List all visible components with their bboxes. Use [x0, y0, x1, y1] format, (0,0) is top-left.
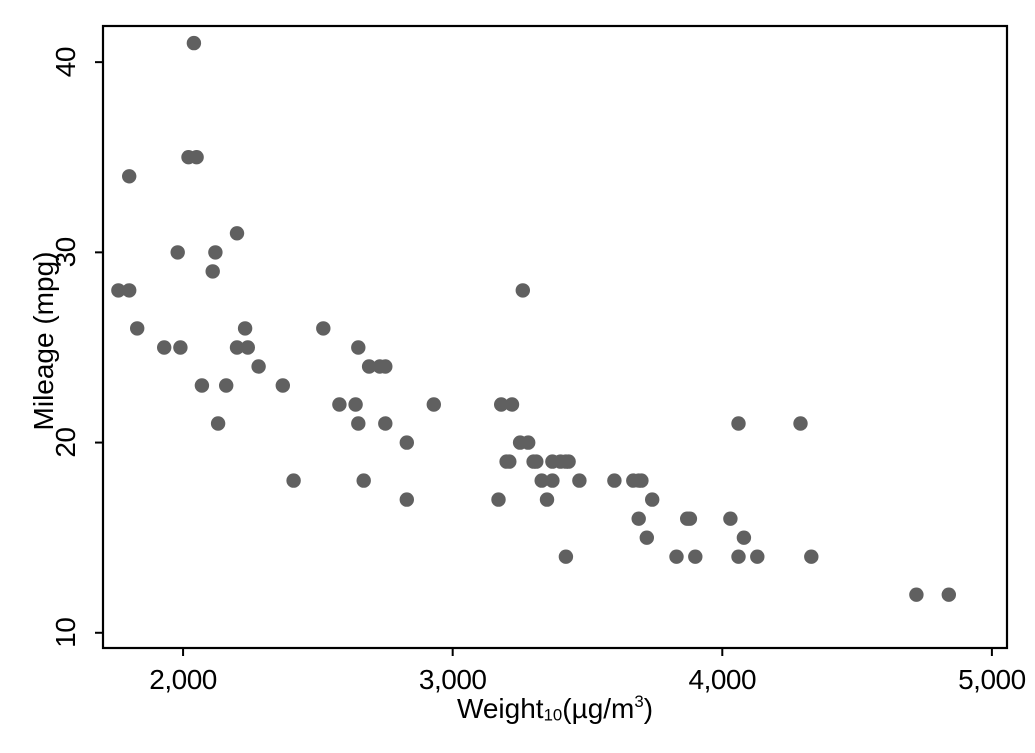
axis-tick-labels: 2,000 3,000 4,000 5,000 10 20 30 40: [50, 47, 1026, 695]
scatter-point: [130, 321, 145, 336]
x-tick-label: 4,000: [689, 664, 757, 695]
scatter-points: [111, 35, 956, 602]
scatter-point: [111, 283, 126, 298]
scatter-point: [186, 35, 202, 51]
scatter-point: [251, 359, 266, 374]
scatter-point: [731, 549, 746, 564]
scatter-point: [372, 359, 388, 374]
scatter-point: [173, 340, 188, 355]
scatter-point: [122, 169, 137, 184]
scatter-point: [688, 549, 703, 564]
axis-ticks: [95, 61, 993, 656]
scatter-point: [731, 416, 746, 431]
scatter-point: [669, 549, 684, 564]
scatter-point: [639, 530, 654, 545]
scatter-point: [399, 492, 414, 507]
scatter-point: [229, 340, 245, 355]
scatter-point: [723, 511, 738, 526]
x-axis-title-units: (µg/m: [562, 692, 635, 724]
scatter-point: [545, 454, 560, 469]
scatter-point: [499, 454, 514, 469]
x-tick-label: 3,000: [419, 664, 487, 695]
y-tick-label: 10: [50, 618, 81, 648]
scatter-point: [539, 492, 555, 507]
y-tick-label: 40: [50, 47, 81, 77]
x-axis-title-close-paren: ): [643, 692, 654, 724]
scatter-point: [504, 397, 520, 412]
scatter-point: [558, 549, 574, 564]
scatter-point: [545, 473, 560, 488]
scatter-point: [208, 245, 223, 260]
scatter-point: [399, 435, 414, 450]
scatter-point: [351, 416, 366, 431]
scatter-point: [909, 587, 924, 602]
scatter-point: [356, 473, 371, 488]
x-axis-title-main: Weight: [456, 692, 544, 724]
scatter-point: [941, 587, 956, 602]
x-tick-label: 2,000: [149, 664, 217, 695]
scatter-point: [275, 378, 290, 393]
scatter-point: [351, 340, 366, 355]
y-tick-label: 20: [50, 427, 81, 457]
scatter-point: [526, 454, 541, 469]
scatter-point: [750, 549, 765, 564]
scatter-point: [680, 511, 695, 526]
scatter-point: [494, 397, 509, 412]
x-axis-title: Weight10(µg/m3): [103, 692, 1007, 725]
scatter-point: [157, 340, 172, 355]
scatter-point: [332, 397, 347, 412]
scatter-point: [122, 283, 137, 298]
scatter-point: [348, 397, 363, 412]
y-axis-title: Mileage (mpg): [28, 251, 59, 431]
scatter-point: [521, 435, 536, 450]
scatter-point: [572, 473, 587, 488]
scatter-point: [194, 378, 210, 393]
x-axis-title-subscript: 10: [543, 705, 563, 725]
scatter-point: [491, 492, 506, 507]
x-tick-label: 5,000: [958, 664, 1026, 695]
scatter-point: [205, 264, 220, 279]
scatter-point: [558, 454, 574, 469]
scatter-point: [607, 473, 622, 488]
scatter-point: [793, 416, 808, 431]
scatter-point: [736, 530, 752, 545]
scatter-point: [631, 511, 646, 526]
scatter-point: [189, 150, 204, 165]
scatter-point: [229, 226, 245, 241]
scatter-point: [534, 473, 549, 488]
scatter-point: [634, 473, 649, 488]
scatter-point: [316, 321, 331, 336]
scatter-point: [286, 473, 301, 488]
scatter-point: [426, 397, 441, 412]
scatter-point: [237, 321, 253, 336]
scatter-point: [515, 283, 530, 298]
scatter-point: [219, 378, 234, 393]
scatter-point: [361, 359, 377, 374]
plot-frame: [101, 24, 1009, 650]
scatter-point: [210, 416, 226, 431]
scatter-point: [645, 492, 660, 507]
scatter-point: [170, 245, 185, 260]
scatter-point: [804, 549, 819, 564]
scatter-point: [240, 340, 255, 355]
x-axis-title-superscript: 3: [634, 692, 644, 711]
scatter-point: [378, 416, 393, 431]
y-tick-label: 30: [50, 237, 81, 267]
